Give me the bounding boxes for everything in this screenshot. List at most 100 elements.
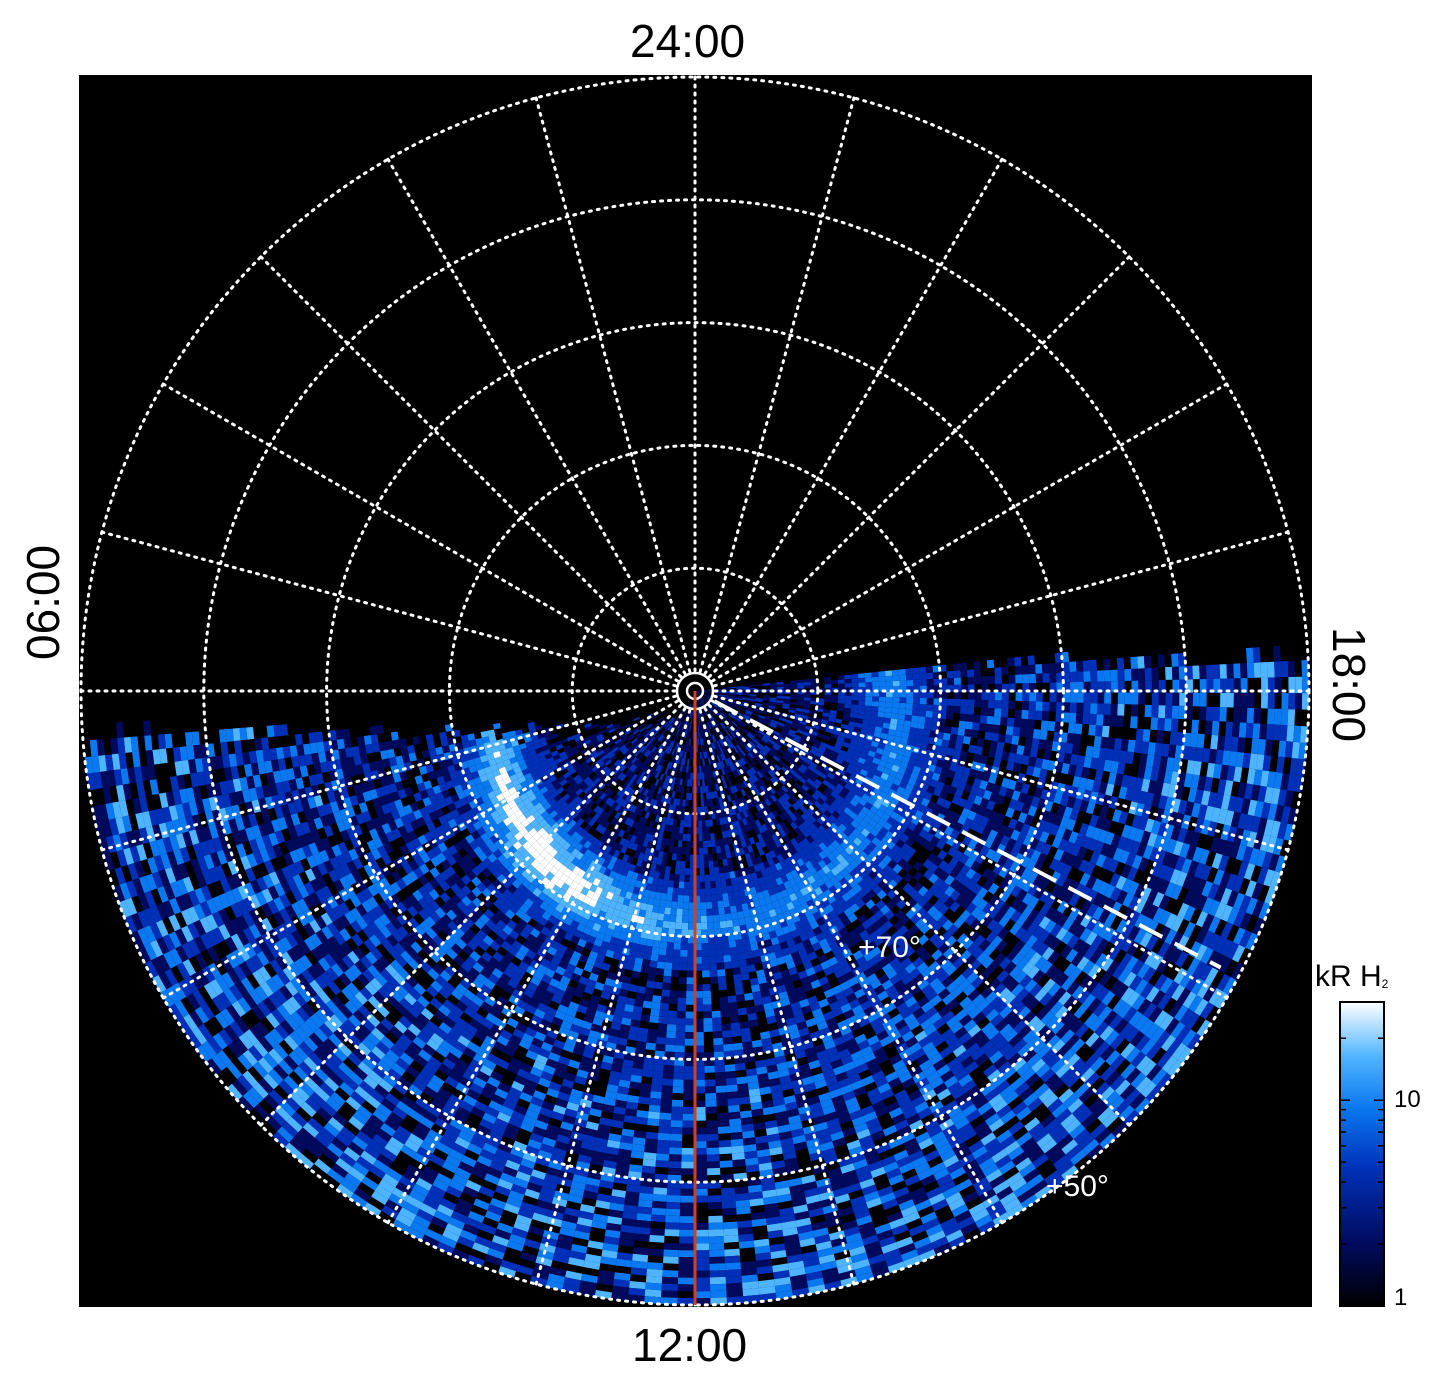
emission-cell xyxy=(797,694,805,698)
emission-cell xyxy=(699,881,706,889)
emission-cell xyxy=(669,740,674,748)
emission-cell xyxy=(648,753,655,760)
emission-cell xyxy=(679,867,686,875)
emission-cell xyxy=(770,721,778,727)
emission-cell xyxy=(648,966,657,975)
emission-cell xyxy=(660,736,666,743)
emission-cell xyxy=(665,955,673,963)
emission-cell xyxy=(678,736,683,744)
emission-cell xyxy=(671,894,679,902)
emission-cell xyxy=(737,760,743,768)
emission-cell xyxy=(608,763,616,771)
emission-cell xyxy=(660,787,665,796)
emission-cell xyxy=(686,745,690,753)
emission-cell xyxy=(724,736,730,743)
emission-cell xyxy=(628,745,636,752)
emission-cell xyxy=(871,705,879,712)
emission-cell xyxy=(712,742,717,750)
emission-cell xyxy=(858,700,866,706)
emission-cell xyxy=(1069,702,1077,713)
emission-cell xyxy=(772,732,780,739)
emission-cell xyxy=(972,722,980,731)
emission-cell xyxy=(668,762,673,770)
emission-cell xyxy=(696,765,700,773)
emission-cell xyxy=(729,740,735,748)
emission-cell xyxy=(686,970,695,978)
emission-cell xyxy=(698,711,701,718)
emission-cell xyxy=(636,777,643,785)
emission-cell xyxy=(734,727,741,734)
emission-cell xyxy=(630,765,638,773)
emission-cell xyxy=(624,777,632,786)
emission-cell xyxy=(717,747,722,755)
emission-cell xyxy=(910,721,918,729)
emission-cell xyxy=(762,683,770,686)
emission-cell xyxy=(891,707,899,714)
emission-cell xyxy=(679,778,683,786)
emission-cell xyxy=(633,750,641,757)
emission-cell xyxy=(776,700,784,704)
auroral-emission-map xyxy=(84,645,1309,1305)
emission-cell xyxy=(684,1038,695,1046)
emission-cell xyxy=(958,720,967,729)
emission-cell xyxy=(733,973,742,982)
emission-cell xyxy=(1035,701,1043,712)
emission-cell xyxy=(666,796,672,805)
emission-cell xyxy=(1027,655,1036,666)
emission-cell xyxy=(981,692,989,700)
emission-cell xyxy=(698,840,704,848)
emission-cell xyxy=(762,694,770,698)
emission-cell xyxy=(652,995,662,1003)
emission-cell xyxy=(689,711,692,718)
emission-cell xyxy=(673,1065,685,1073)
emission-cell xyxy=(728,694,736,697)
emission-cell xyxy=(725,704,733,709)
emission-cell xyxy=(1066,732,1075,744)
emission-cell xyxy=(727,765,733,773)
emission-cell xyxy=(738,959,748,968)
emission-cell xyxy=(723,961,733,970)
emission-cell xyxy=(758,778,765,786)
emission-cell xyxy=(701,751,705,759)
emission-cell xyxy=(720,746,726,753)
emission-cell xyxy=(638,937,648,946)
emission-cell xyxy=(986,659,995,669)
emission-cell xyxy=(720,699,728,703)
emission-cell xyxy=(627,743,635,751)
emission-cell xyxy=(695,691,702,694)
emission-cell xyxy=(725,919,734,928)
emission-cell xyxy=(905,703,913,710)
emission-cell xyxy=(769,701,777,705)
emission-cell xyxy=(696,738,698,746)
emission-cell xyxy=(602,756,610,764)
emission-cell xyxy=(756,719,764,725)
emission-cell xyxy=(1069,661,1077,673)
emission-cell xyxy=(746,761,753,769)
emission-cell xyxy=(685,772,689,780)
emission-cell xyxy=(686,984,695,992)
emission-cell xyxy=(682,902,689,910)
emission-cell xyxy=(688,765,691,773)
emission-cell xyxy=(706,707,711,714)
emission-cell xyxy=(711,735,716,743)
emission-cell xyxy=(398,738,407,748)
emission-cell xyxy=(701,943,709,951)
emission-cell xyxy=(776,684,784,687)
emission-cell xyxy=(703,861,710,869)
emission-cell xyxy=(992,724,1001,734)
emission-cell xyxy=(1000,708,1009,718)
emission-cell xyxy=(885,696,893,703)
emission-cell xyxy=(645,980,655,989)
emission-cell xyxy=(642,730,650,737)
emission-cell xyxy=(769,736,777,743)
emission-cell xyxy=(890,718,898,725)
emission-cell xyxy=(723,737,728,744)
emission-cell xyxy=(727,733,734,740)
emission-cell xyxy=(710,805,715,813)
emission-cell xyxy=(717,715,724,722)
emission-cell xyxy=(715,880,722,888)
emission-cell xyxy=(646,742,653,750)
emission-cell xyxy=(706,750,710,759)
emission-cell xyxy=(919,673,927,680)
emission-cell xyxy=(674,805,680,813)
